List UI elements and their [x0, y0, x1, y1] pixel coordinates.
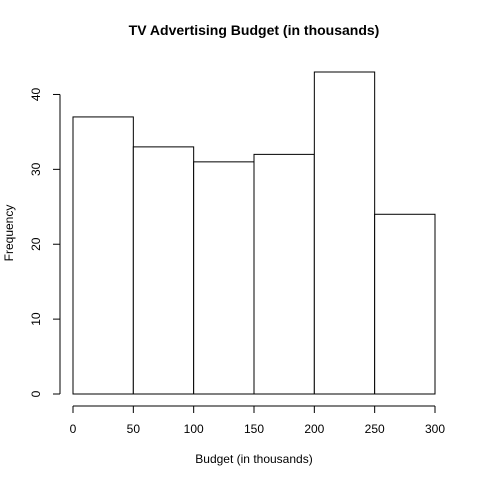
y-tick-label-0: 0: [29, 390, 43, 397]
y-tick-label-10: 10: [29, 312, 43, 326]
histogram-bar-5: [313, 71, 376, 395]
x-tick-label-250: 250: [365, 422, 385, 436]
x-tick-label-100: 100: [184, 422, 204, 436]
x-tick-label-300: 300: [425, 422, 445, 436]
histogram-bar-1: [72, 116, 134, 395]
x-axis-label: Budget (in thousands): [195, 452, 312, 466]
bars-group: [72, 71, 436, 395]
histogram-bar-4: [253, 153, 315, 395]
x-tick-label-200: 200: [304, 422, 324, 436]
histogram-bar-6: [374, 213, 436, 395]
y-axis-label: Frequency: [2, 205, 16, 262]
y-axis: 0 10 20 30 40: [29, 87, 61, 397]
chart-title: TV Advertising Budget (in thousands): [129, 22, 380, 38]
histogram-bar-2: [132, 146, 195, 395]
x-tick-label-150: 150: [244, 422, 264, 436]
x-tick-label-0: 0: [70, 422, 77, 436]
y-tick-label-40: 40: [29, 87, 43, 101]
histogram-bar-3: [193, 161, 255, 395]
y-tick-label-30: 30: [29, 162, 43, 176]
x-tick-label-50: 50: [127, 422, 141, 436]
y-tick-label-20: 20: [29, 237, 43, 251]
x-axis: 0 50 100 150 200 250 300: [70, 405, 445, 436]
